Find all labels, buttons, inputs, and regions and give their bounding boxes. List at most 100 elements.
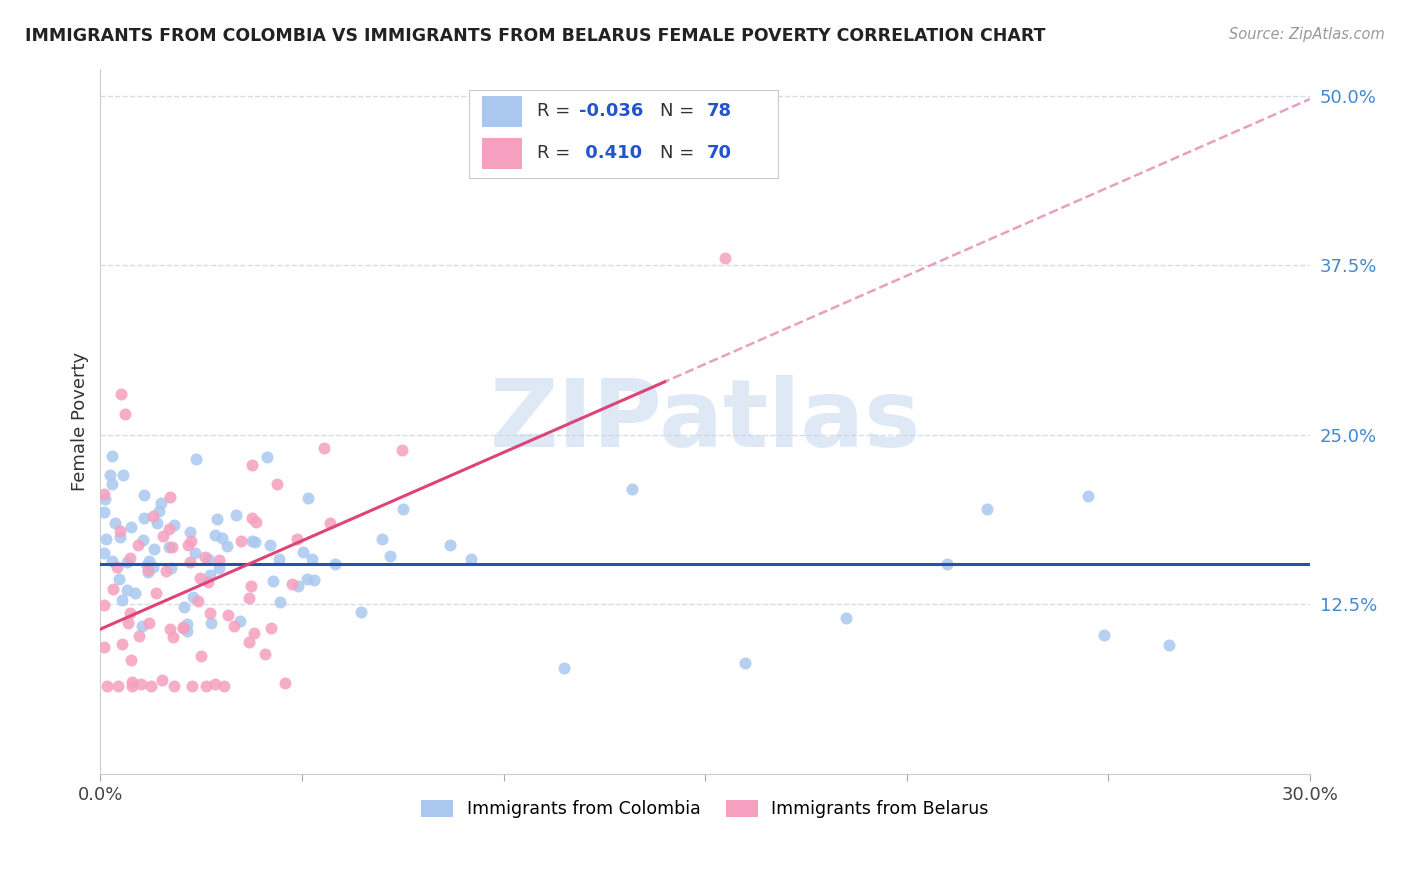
Point	[172, 620, 194, 634]
Point	[259, 538, 281, 552]
Point	[124, 586, 146, 600]
Point	[107, 679, 129, 693]
Point	[115, 555, 138, 569]
Point	[104, 516, 127, 531]
Point	[111, 593, 134, 607]
Point	[229, 614, 252, 628]
Point	[208, 561, 231, 575]
Point	[100, 476, 122, 491]
Legend: Immigrants from Colombia, Immigrants from Belarus: Immigrants from Colombia, Immigrants fro…	[415, 793, 995, 825]
Point	[101, 554, 124, 568]
Point	[159, 622, 181, 636]
Point	[194, 549, 217, 564]
Point	[108, 572, 131, 586]
Point	[734, 656, 756, 670]
Point	[134, 488, 156, 502]
Point	[266, 477, 288, 491]
Point	[262, 574, 284, 588]
Point	[222, 619, 245, 633]
Point	[253, 647, 276, 661]
Point	[378, 549, 401, 564]
Point	[204, 528, 226, 542]
Point	[101, 582, 124, 596]
Point	[238, 591, 260, 606]
Point	[93, 545, 115, 559]
Y-axis label: Female Poverty: Female Poverty	[72, 351, 89, 491]
Point	[211, 532, 233, 546]
Point	[714, 252, 737, 266]
Point	[391, 443, 413, 458]
Point	[129, 677, 152, 691]
Point	[159, 491, 181, 505]
Point	[115, 582, 138, 597]
Point	[281, 577, 304, 591]
Point	[301, 552, 323, 566]
Point	[314, 441, 336, 455]
Point	[1092, 628, 1115, 642]
Point	[181, 679, 204, 693]
Point	[214, 679, 236, 693]
Point	[100, 467, 122, 482]
Point	[157, 540, 180, 554]
Point	[121, 674, 143, 689]
Point	[291, 545, 314, 559]
Point	[217, 539, 239, 553]
Point	[240, 511, 263, 525]
Point	[107, 560, 129, 574]
Point	[94, 492, 117, 507]
Point	[118, 550, 141, 565]
Point	[127, 538, 149, 552]
Point	[136, 565, 159, 579]
Point	[117, 615, 139, 630]
Point	[200, 606, 222, 620]
Point	[256, 450, 278, 464]
Point	[225, 508, 247, 523]
Point	[148, 504, 170, 518]
Point	[93, 505, 115, 519]
Point	[267, 551, 290, 566]
Point	[208, 553, 231, 567]
Point	[460, 552, 482, 566]
Point	[93, 598, 115, 612]
Point	[110, 387, 132, 401]
Point	[297, 491, 319, 505]
Point	[120, 606, 142, 620]
Point	[274, 676, 297, 690]
Point	[976, 502, 998, 516]
Point	[120, 519, 142, 533]
Point	[1157, 638, 1180, 652]
Point	[229, 534, 252, 549]
Point	[319, 516, 342, 531]
Point	[162, 541, 184, 555]
Point	[173, 621, 195, 635]
Point	[177, 538, 200, 552]
Point	[287, 578, 309, 592]
Point	[138, 616, 160, 631]
Point	[190, 649, 212, 664]
Point	[439, 538, 461, 552]
Point	[108, 524, 131, 538]
Point	[160, 561, 183, 575]
Point	[152, 528, 174, 542]
Point	[121, 679, 143, 693]
Point	[132, 533, 155, 547]
Point	[260, 621, 283, 635]
Point	[620, 482, 643, 496]
Point	[240, 534, 263, 549]
Point	[179, 525, 201, 540]
Point	[149, 496, 172, 510]
Point	[243, 626, 266, 640]
Point	[163, 679, 186, 693]
Point	[205, 512, 228, 526]
Point	[1077, 489, 1099, 503]
Point	[239, 579, 262, 593]
Point	[111, 467, 134, 482]
Point	[553, 661, 575, 675]
Point	[145, 586, 167, 600]
Point	[150, 673, 173, 687]
Point	[146, 516, 169, 530]
Point	[238, 635, 260, 649]
Point	[245, 515, 267, 529]
Point	[217, 607, 239, 622]
Point	[96, 679, 118, 693]
